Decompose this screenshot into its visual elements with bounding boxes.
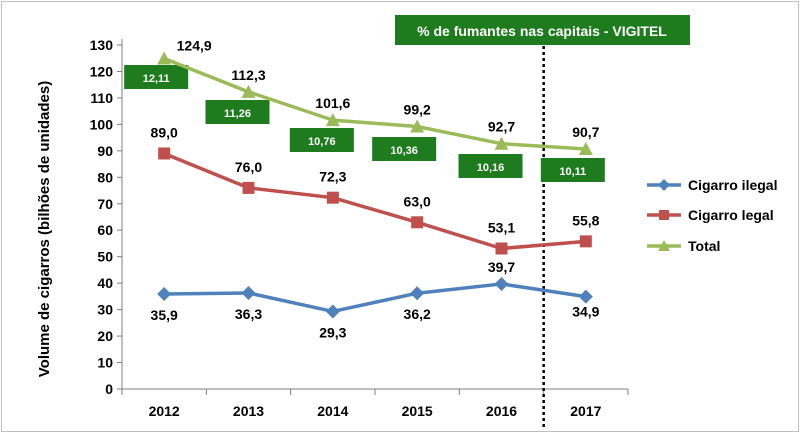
data-point xyxy=(158,147,171,160)
x-tick-label: 2014 xyxy=(317,403,348,419)
y-tick-label: 0 xyxy=(105,381,113,397)
data-label: 36,3 xyxy=(235,306,262,322)
data-label: 29,3 xyxy=(319,324,346,340)
data-label: 72,3 xyxy=(319,169,346,185)
data-point xyxy=(578,289,593,304)
data-label: 112,3 xyxy=(231,67,265,83)
data-label: 92,7 xyxy=(488,119,515,135)
x-tick-label: 2012 xyxy=(149,403,180,419)
data-point xyxy=(157,51,172,65)
data-point xyxy=(494,136,509,150)
data-label: 90,7 xyxy=(572,124,599,140)
data-point xyxy=(157,287,172,302)
y-tick-label: 130 xyxy=(90,37,114,53)
legend-label: Cigarro legal xyxy=(688,207,774,223)
data-point xyxy=(410,286,425,301)
vigitel-value: 10,36 xyxy=(390,145,418,157)
legend-marker xyxy=(659,210,669,220)
vigitel-title: % de fumantes nas capitais - VIGITEL xyxy=(417,23,667,39)
data-label: 35,9 xyxy=(151,307,178,323)
vigitel-value: 11,26 xyxy=(224,108,251,120)
series-line-1 xyxy=(163,151,586,251)
x-tick-label: 2013 xyxy=(233,403,264,419)
legend-label: Cigarro ilegal xyxy=(688,177,777,193)
y-tick-label: 10 xyxy=(97,355,113,371)
data-point xyxy=(325,113,340,127)
data-label: 124,9 xyxy=(177,37,212,53)
series-line-2 xyxy=(163,56,586,151)
vigitel-value-box xyxy=(205,100,270,124)
y-tick-label: 110 xyxy=(90,90,113,106)
y-tick-label: 70 xyxy=(97,196,113,212)
data-label: 63,0 xyxy=(404,193,431,209)
vigitel-value: 10,76 xyxy=(308,136,336,148)
data-point xyxy=(578,141,593,155)
data-label: 101,6 xyxy=(315,95,350,111)
y-tick-label: 50 xyxy=(97,249,113,265)
data-point xyxy=(326,191,339,204)
x-tick-label: 2017 xyxy=(570,403,601,419)
data-point xyxy=(325,304,340,319)
data-label: 99,2 xyxy=(404,102,431,118)
vigitel-value-box xyxy=(289,128,354,152)
data-point xyxy=(410,119,425,133)
y-tick-label: 40 xyxy=(97,275,113,291)
data-label: 39,7 xyxy=(488,259,515,275)
data-label: 53,1 xyxy=(488,219,515,235)
vigitel-title-box xyxy=(395,15,690,45)
data-point xyxy=(495,242,508,255)
data-label: 34,9 xyxy=(572,304,599,320)
data-point xyxy=(411,216,424,229)
vigitel-value-box xyxy=(124,65,189,89)
data-point xyxy=(242,181,255,194)
vigitel-value: 10,16 xyxy=(477,162,505,174)
data-label: 55,8 xyxy=(572,212,599,228)
y-axis-label: Volume de cigarros (bilhões de unidades) xyxy=(36,81,53,377)
data-point xyxy=(241,84,256,98)
y-tick-label: 60 xyxy=(97,222,113,238)
vigitel-value-box xyxy=(458,154,523,178)
y-tick-label: 20 xyxy=(97,328,113,344)
vigitel-value-box xyxy=(372,137,437,161)
x-tick-label: 2016 xyxy=(486,403,517,419)
y-tick-label: 90 xyxy=(97,143,113,159)
legend-marker xyxy=(658,240,670,251)
y-tick-label: 30 xyxy=(97,302,113,318)
vigitel-value: 10,11 xyxy=(559,166,586,178)
vigitel-value-box xyxy=(540,158,605,182)
y-tick-label: 100 xyxy=(90,116,114,132)
data-label: 36,2 xyxy=(404,306,431,322)
series-line-0 xyxy=(164,282,587,314)
data-label: 89,0 xyxy=(151,124,178,140)
data-point xyxy=(579,235,592,248)
vigitel-value: 12,11 xyxy=(143,73,170,85)
x-tick-label: 2015 xyxy=(402,403,433,419)
y-tick-label: 120 xyxy=(90,63,114,79)
y-tick-label: 80 xyxy=(97,169,113,185)
data-point xyxy=(494,276,509,291)
legend-label: Total xyxy=(688,238,720,254)
legend-marker xyxy=(658,179,670,191)
data-label: 76,0 xyxy=(235,159,262,175)
data-point xyxy=(241,285,256,300)
